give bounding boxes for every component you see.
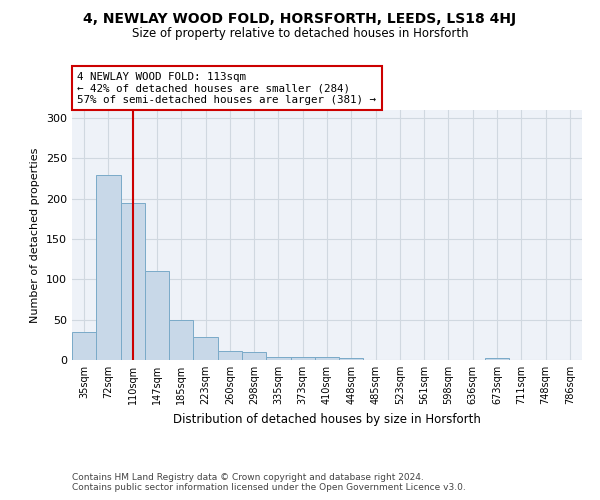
Bar	[169, 320, 193, 360]
Bar	[339, 358, 364, 360]
X-axis label: Distribution of detached houses by size in Horsforth: Distribution of detached houses by size …	[173, 412, 481, 426]
Text: 4 NEWLAY WOOD FOLD: 113sqm
← 42% of detached houses are smaller (284)
57% of sem: 4 NEWLAY WOOD FOLD: 113sqm ← 42% of deta…	[77, 72, 376, 105]
Bar	[485, 358, 509, 360]
Bar	[96, 174, 121, 360]
Y-axis label: Number of detached properties: Number of detached properties	[31, 148, 40, 322]
Text: 4, NEWLAY WOOD FOLD, HORSFORTH, LEEDS, LS18 4HJ: 4, NEWLAY WOOD FOLD, HORSFORTH, LEEDS, L…	[83, 12, 517, 26]
Text: Size of property relative to detached houses in Horsforth: Size of property relative to detached ho…	[131, 28, 469, 40]
Text: Contains HM Land Registry data © Crown copyright and database right 2024.: Contains HM Land Registry data © Crown c…	[72, 472, 424, 482]
Bar	[72, 332, 96, 360]
Bar	[218, 351, 242, 360]
Bar	[315, 357, 339, 360]
Bar	[121, 202, 145, 360]
Bar	[290, 357, 315, 360]
Bar	[266, 357, 290, 360]
Text: Contains public sector information licensed under the Open Government Licence v3: Contains public sector information licen…	[72, 484, 466, 492]
Bar	[242, 352, 266, 360]
Bar	[145, 272, 169, 360]
Bar	[193, 338, 218, 360]
